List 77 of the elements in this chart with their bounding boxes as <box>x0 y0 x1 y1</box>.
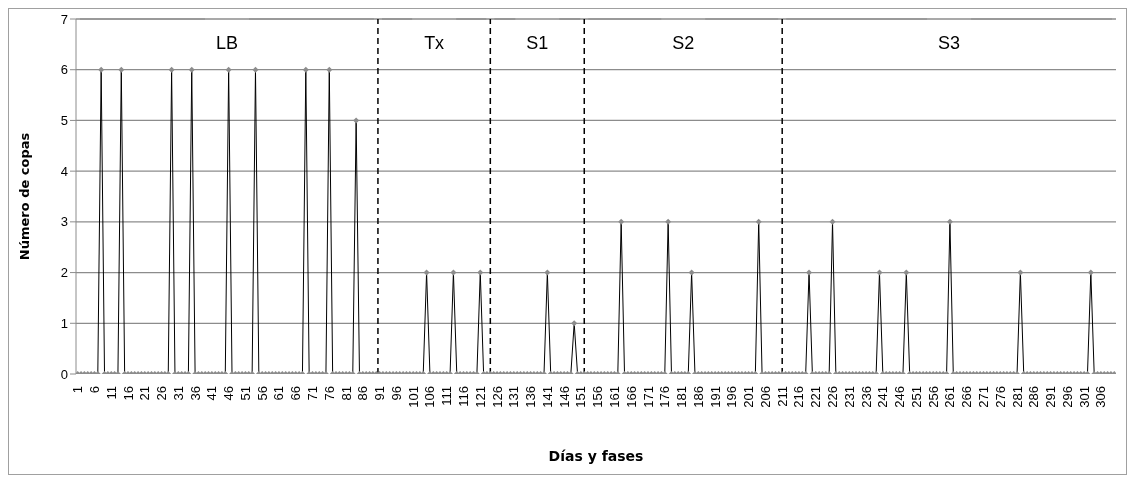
x-tick-label: 31 <box>170 386 186 401</box>
x-tick-label: 151 <box>573 386 589 408</box>
x-tick-label: 161 <box>606 386 622 408</box>
x-tick-label: 186 <box>690 386 706 408</box>
y-tick-label: 0 <box>60 366 68 382</box>
x-tick-label: 216 <box>791 386 807 408</box>
y-tick-label: 7 <box>60 11 68 27</box>
x-tick-label: 306 <box>1093 386 1109 408</box>
x-tick-label: 191 <box>707 386 723 408</box>
x-tick-label: 211 <box>774 386 790 407</box>
x-tick-label: 296 <box>1059 386 1075 408</box>
x-tick-label: 41 <box>204 386 220 401</box>
x-tick-label: 71 <box>305 386 321 401</box>
x-tick-label: 36 <box>187 386 203 401</box>
x-tick-label: 51 <box>237 386 253 401</box>
x-tick-label: 266 <box>959 386 975 408</box>
x-tick-label: 301 <box>1076 386 1092 408</box>
x-tick-label: 16 <box>120 386 136 401</box>
x-tick-label: 226 <box>825 386 841 408</box>
x-tick-label: 221 <box>808 386 824 408</box>
y-tick-label: 2 <box>60 265 68 281</box>
x-tick-label: 201 <box>741 386 757 408</box>
x-tick-label: 181 <box>674 386 690 408</box>
x-tick-label: 271 <box>975 386 991 408</box>
x-tick-label: 106 <box>422 386 438 408</box>
x-tick-label: 246 <box>892 386 908 408</box>
x-tick-label: 231 <box>841 386 857 408</box>
y-axis-title: Número de copas <box>16 132 32 261</box>
annotation: Tx <box>424 33 445 53</box>
x-axis-title: Días y fases <box>548 448 644 464</box>
x-tick-label: 276 <box>992 386 1008 408</box>
y-tick-label: 3 <box>60 214 68 230</box>
x-tick-label: 146 <box>556 386 572 408</box>
x-tick-label: 76 <box>321 386 337 401</box>
x-tick-label: 256 <box>925 386 941 408</box>
x-tick-label: 141 <box>539 386 555 408</box>
x-tick-label: 236 <box>858 386 874 408</box>
x-tick-label: 96 <box>388 386 404 401</box>
x-tick-label: 1 <box>70 386 86 394</box>
x-tick-label: 126 <box>489 386 505 408</box>
x-tick-label: 241 <box>875 386 891 408</box>
x-tick-label: 91 <box>372 386 388 401</box>
x-tick-label: 56 <box>254 386 270 401</box>
x-tick-label: 196 <box>724 386 740 408</box>
annotation: S1 <box>526 33 549 53</box>
x-tick-label: 286 <box>1026 386 1042 408</box>
x-tick-label: 66 <box>288 386 304 401</box>
y-tick-label: 5 <box>60 113 68 129</box>
x-tick-label: 131 <box>506 386 522 408</box>
x-tick-label: 101 <box>405 386 421 408</box>
x-tick-label: 136 <box>523 386 539 408</box>
x-tick-label: 261 <box>942 386 958 408</box>
y-tick-label: 1 <box>60 315 68 331</box>
x-tick-label: 251 <box>908 386 924 408</box>
x-tick-label: 86 <box>355 386 371 401</box>
annotation: LB <box>215 33 238 53</box>
x-tick-label: 156 <box>590 386 606 408</box>
x-tick-label: 81 <box>338 386 354 401</box>
x-tick-label: 176 <box>657 386 673 408</box>
x-tick-label: 291 <box>1043 386 1059 408</box>
x-tick-label: 281 <box>1009 386 1025 408</box>
x-tick-label: 116 <box>455 386 471 407</box>
x-tick-label: 111 <box>439 386 455 406</box>
annotation: S2 <box>672 33 695 53</box>
x-tick-label: 46 <box>221 386 237 401</box>
x-tick-label: 121 <box>472 386 488 408</box>
x-tick-label: 171 <box>640 386 656 408</box>
x-tick-label: 206 <box>757 386 773 408</box>
x-tick-label: 11 <box>103 386 119 400</box>
y-tick-label: 4 <box>60 163 68 179</box>
x-tick-label: 6 <box>86 386 102 394</box>
x-tick-label: 61 <box>271 386 287 401</box>
annotation: S3 <box>938 33 961 53</box>
x-tick-label: 26 <box>154 386 170 401</box>
x-tick-label: 21 <box>137 386 153 401</box>
x-tick-label: 166 <box>623 386 639 408</box>
y-tick-label: 6 <box>60 62 68 78</box>
